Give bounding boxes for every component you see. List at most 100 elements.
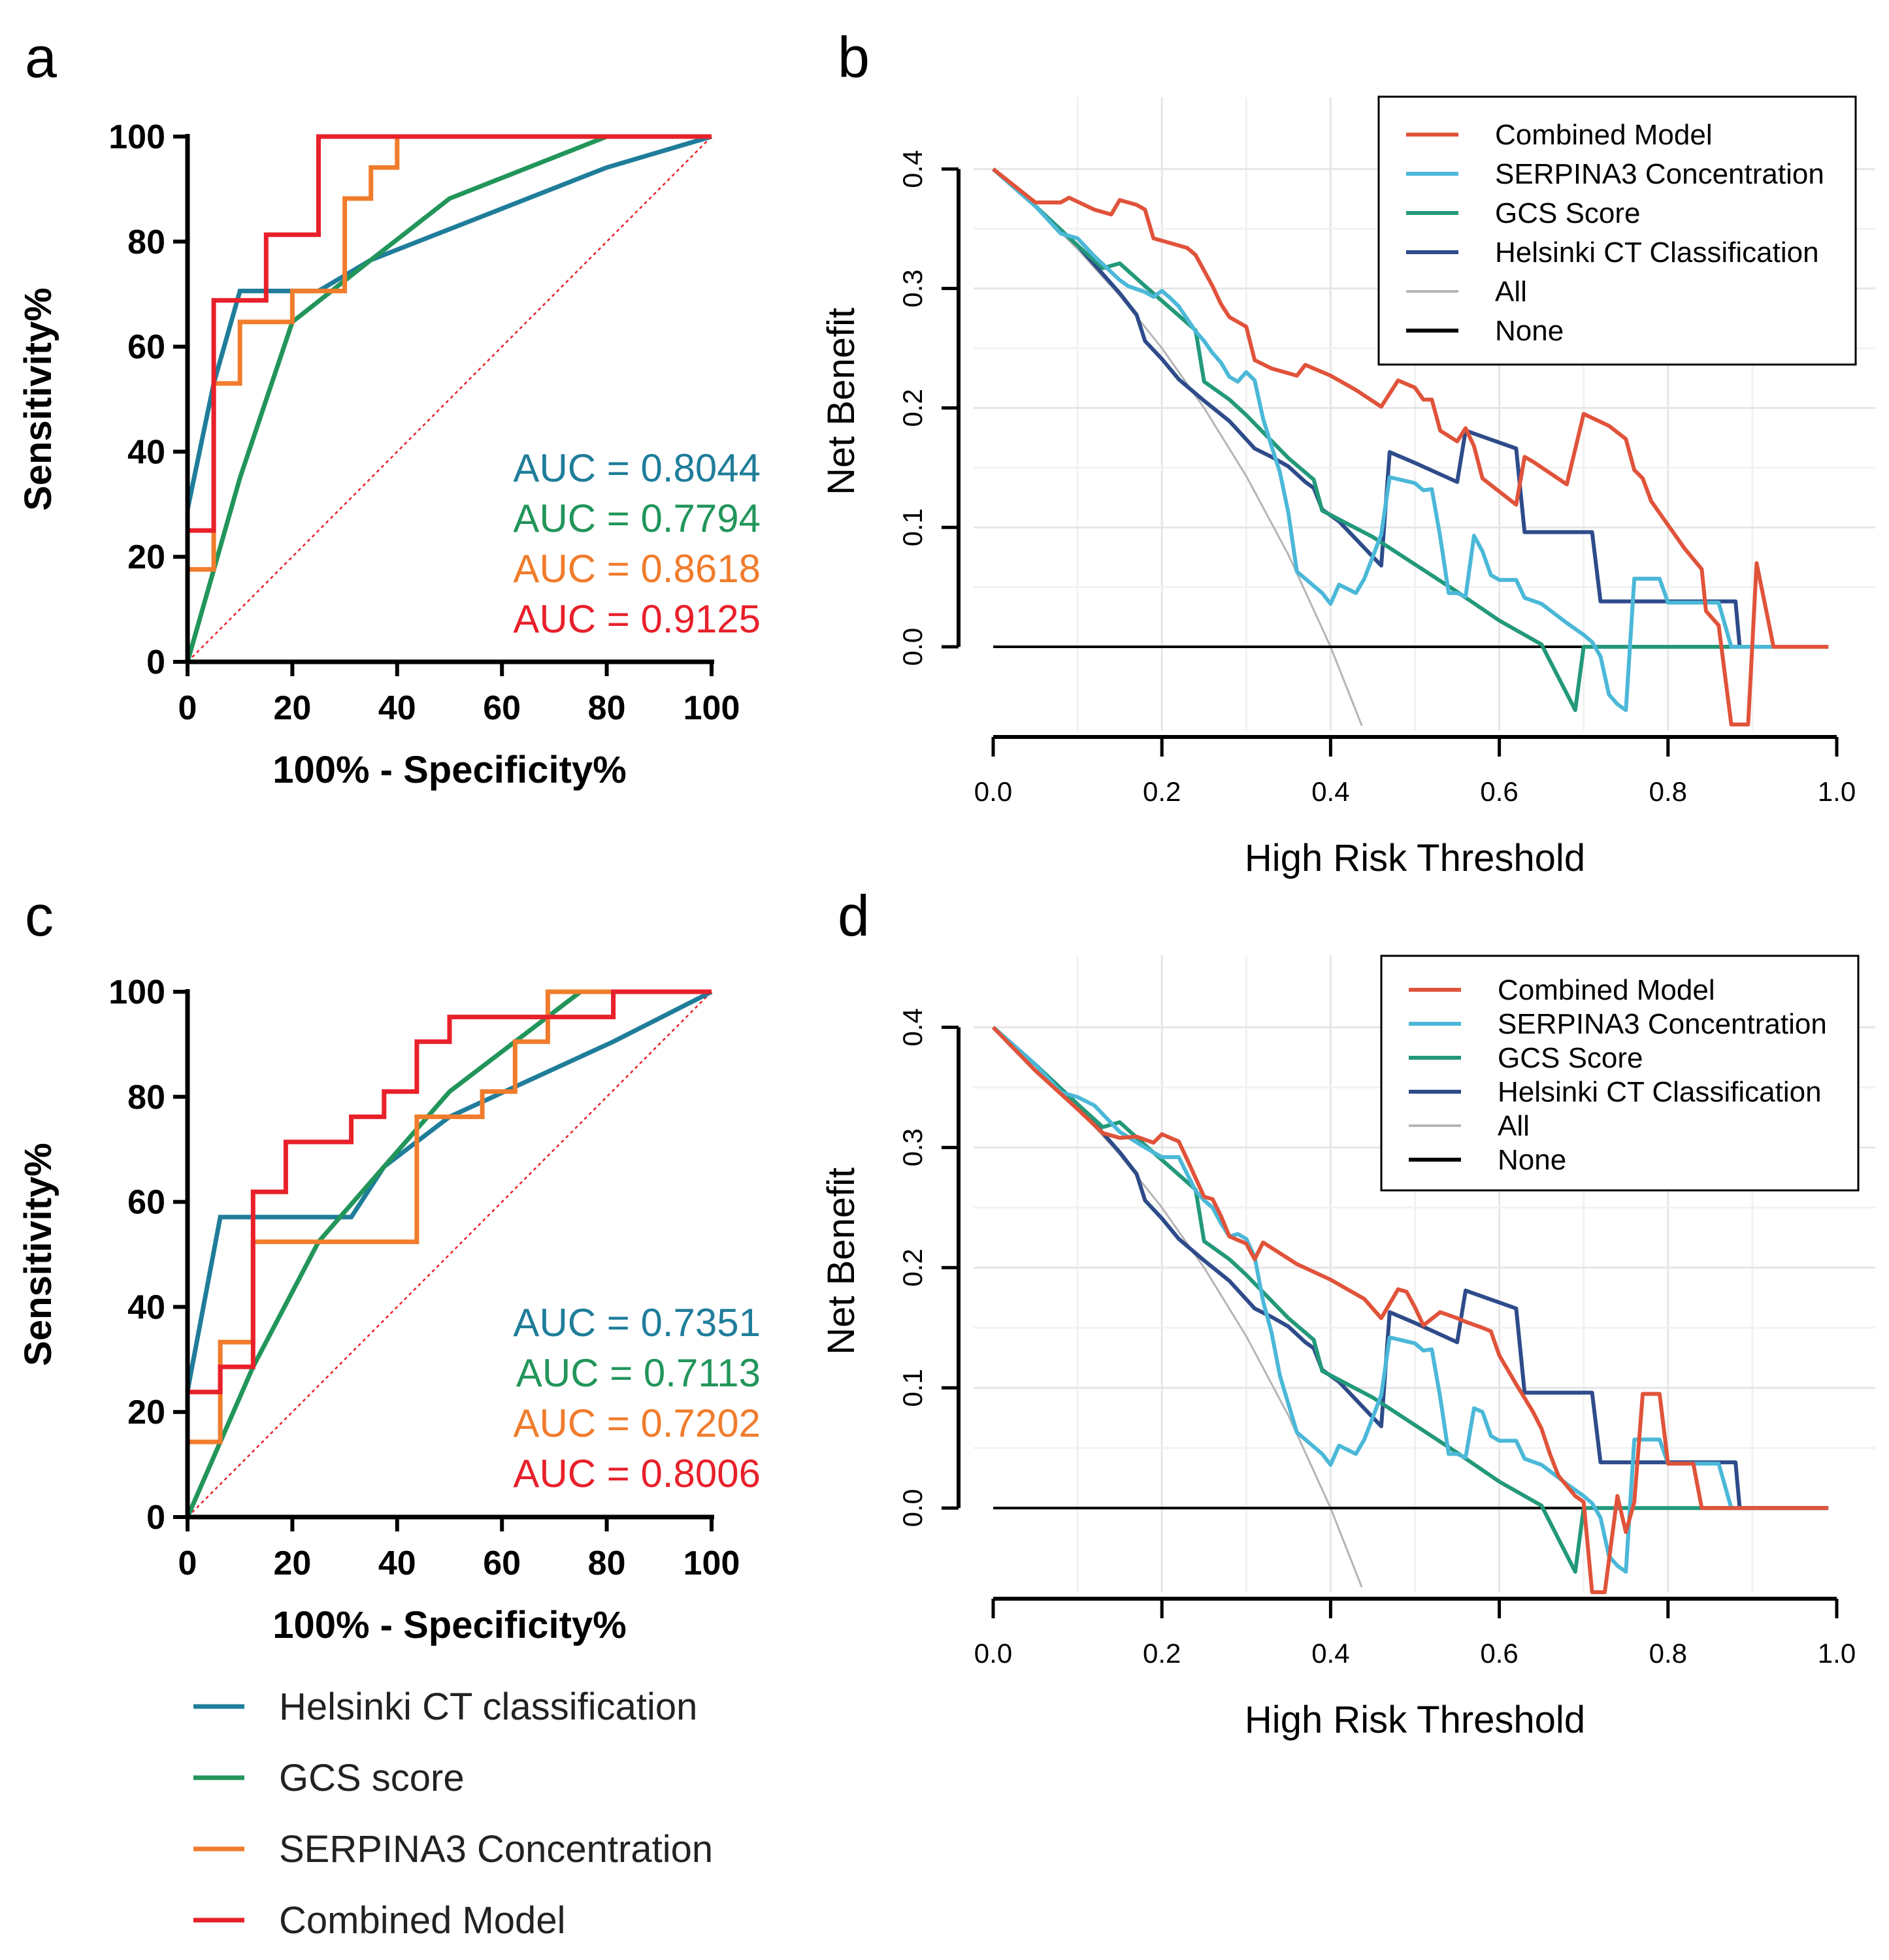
y-tick-label: 20 bbox=[127, 538, 165, 576]
legend-box bbox=[1380, 955, 1860, 1192]
x-tick-label: 0.4 bbox=[1311, 776, 1349, 807]
bottom-legend-label: SERPINA3 Concentration bbox=[279, 1828, 713, 1870]
legend-label: Helsinki CT Classification bbox=[1498, 1076, 1822, 1108]
auc-label: AUC = 0.7794 bbox=[513, 497, 761, 540]
panel-letter-c: c bbox=[25, 883, 54, 948]
plot-area bbox=[991, 1026, 1829, 1594]
y-tick-label: 0 bbox=[146, 1499, 165, 1537]
x-tick-label: 40 bbox=[378, 1544, 416, 1582]
dca-curve-2 bbox=[992, 167, 1829, 712]
panel-letter-b: b bbox=[838, 25, 870, 90]
x-tick-label: 80 bbox=[588, 1544, 626, 1582]
auc-label: AUC = 0.7351 bbox=[513, 1301, 761, 1345]
auc-label: AUC = 0.8006 bbox=[513, 1452, 761, 1495]
auc-label: AUC = 0.7202 bbox=[513, 1401, 761, 1445]
x-tick-label: 60 bbox=[483, 1544, 521, 1582]
y-tick-label: 20 bbox=[127, 1394, 165, 1431]
dca-curve-1 bbox=[992, 1026, 1829, 1574]
y-tick-label: 80 bbox=[127, 1079, 165, 1117]
dca-curve-0 bbox=[991, 1026, 1829, 1594]
y-axis-label: Sensitivity% bbox=[17, 287, 59, 511]
panel-letter-d: d bbox=[838, 883, 870, 948]
dca-chart-b: 0.0 0.2 0.4 0.6 0.8 1.0 High Risk Threshold 0.0… bbox=[820, 95, 1875, 879]
y-axis-label: Sensitivity% bbox=[17, 1143, 59, 1366]
legend-label: Helsinki CT Classification bbox=[1495, 237, 1819, 269]
auc-label: AUC = 0.8044 bbox=[513, 446, 761, 490]
y-tick-label: 0.4 bbox=[897, 150, 928, 188]
legend-label: All bbox=[1498, 1110, 1530, 1142]
x-tick-label: 0.6 bbox=[1480, 1638, 1518, 1669]
auc-label: AUC = 0.7113 bbox=[516, 1351, 761, 1395]
y-tick-label: 0.1 bbox=[897, 1369, 928, 1407]
x-tick-label: 0.4 bbox=[1311, 1638, 1349, 1669]
roc-chart-a: 0 20 40 60 80 100 0 20 40 60 80 100 100% - Specifici… bbox=[17, 118, 761, 791]
y-tick-label: 0.0 bbox=[897, 1489, 928, 1527]
dca-curve-4 bbox=[992, 1026, 1363, 1588]
legend-label: All bbox=[1495, 276, 1527, 308]
legend-label: SERPINA3 Concentration bbox=[1495, 158, 1824, 190]
y-tick-label: 60 bbox=[127, 329, 165, 367]
bottom-legend-label: Combined Model bbox=[279, 1899, 565, 1942]
y-tick-label: 60 bbox=[127, 1184, 165, 1222]
x-tick-label: 0.0 bbox=[974, 1638, 1012, 1669]
x-axis-label: High Risk Threshold bbox=[1245, 837, 1585, 879]
auc-label: AUC = 0.8618 bbox=[513, 547, 761, 591]
y-tick-label: 80 bbox=[127, 223, 165, 261]
y-axis-label: Net Benefit bbox=[820, 308, 862, 495]
dca-curve-3 bbox=[992, 1026, 1829, 1511]
dca-curve-2 bbox=[992, 1026, 1829, 1574]
y-tick-label: 0.3 bbox=[897, 269, 928, 307]
y-tick-label: 40 bbox=[127, 1288, 165, 1326]
roc-curve-3 bbox=[185, 989, 712, 1517]
x-tick-label: 0.8 bbox=[1649, 1638, 1687, 1669]
legend-label: None bbox=[1495, 315, 1564, 347]
legend-label: Combined Model bbox=[1495, 119, 1713, 151]
legend-label: GCS Score bbox=[1498, 1042, 1643, 1074]
x-tick-label: 40 bbox=[378, 689, 416, 727]
y-tick-label: 0.4 bbox=[897, 1008, 928, 1046]
roc-curve-3 bbox=[185, 134, 712, 662]
bottom-legend-label: GCS score bbox=[279, 1757, 465, 1799]
y-tick-label: 0.3 bbox=[897, 1128, 928, 1166]
x-axis-label: 100% - Specificity% bbox=[272, 749, 627, 791]
x-tick-label: 100 bbox=[683, 1544, 740, 1582]
plot-area bbox=[992, 167, 1829, 727]
roc-chart-c: 0 20 40 60 80 100 0 20 40 60 80 100 100% - Specifici… bbox=[17, 973, 761, 1646]
x-tick-label: 0.0 bbox=[974, 776, 1012, 807]
x-tick-label: 80 bbox=[588, 689, 626, 727]
y-tick-label: 0.0 bbox=[897, 628, 928, 666]
x-tick-label: 60 bbox=[483, 689, 521, 727]
y-tick-label: 40 bbox=[127, 433, 165, 471]
legend-box bbox=[1377, 95, 1857, 366]
panel-letter-a: a bbox=[25, 25, 57, 90]
roc-curve-0 bbox=[185, 134, 712, 662]
auc-label: AUC = 0.9125 bbox=[513, 597, 761, 641]
roc-curve-0 bbox=[185, 989, 713, 1517]
dca-curve-0 bbox=[992, 167, 1829, 727]
x-tick-label: 0.6 bbox=[1480, 776, 1518, 807]
x-tick-label: 1.0 bbox=[1818, 1638, 1856, 1669]
legend-label: None bbox=[1498, 1144, 1566, 1176]
y-tick-label: 0.2 bbox=[897, 389, 928, 427]
roc-curve-2 bbox=[185, 989, 712, 1517]
dca-curve-3 bbox=[992, 167, 1829, 649]
y-axis-label: Net Benefit bbox=[820, 1168, 862, 1355]
dca-curve-1 bbox=[992, 167, 1829, 712]
x-tick-label: 0 bbox=[178, 689, 197, 727]
x-tick-label: 0.8 bbox=[1649, 776, 1687, 807]
legend-label: Combined Model bbox=[1498, 974, 1715, 1006]
bottom-legend-label: Helsinki CT classification bbox=[279, 1686, 697, 1728]
dca-chart-d: 0.0 0.2 0.4 0.6 0.8 1.0 High Risk Threshold 0.0… bbox=[820, 955, 1875, 1741]
x-tick-label: 0.2 bbox=[1143, 1638, 1181, 1669]
x-axis-label: High Risk Threshold bbox=[1245, 1699, 1585, 1741]
x-tick-label: 100 bbox=[683, 689, 740, 727]
x-tick-label: 0 bbox=[178, 1544, 197, 1582]
dca-curve-4 bbox=[992, 168, 1363, 727]
x-tick-label: 20 bbox=[273, 689, 311, 727]
y-tick-label: 100 bbox=[108, 118, 165, 156]
legend-label: GCS Score bbox=[1495, 197, 1641, 229]
x-tick-label: 0.2 bbox=[1143, 776, 1181, 807]
y-tick-label: 0.2 bbox=[897, 1249, 928, 1286]
x-tick-label: 20 bbox=[273, 1544, 311, 1582]
